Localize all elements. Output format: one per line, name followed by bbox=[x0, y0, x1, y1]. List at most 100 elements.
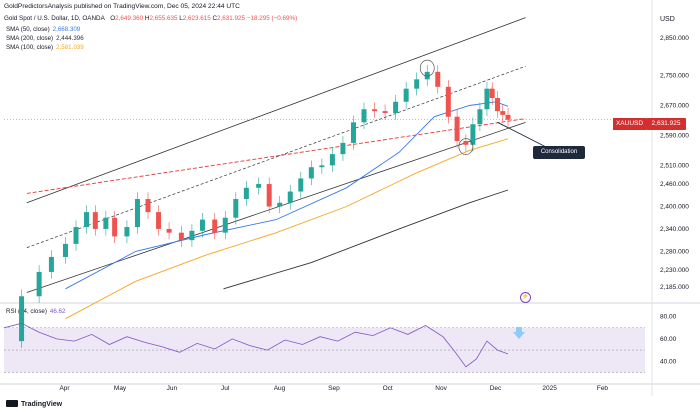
time-tick-label: Aug bbox=[274, 385, 286, 392]
candle-body bbox=[435, 71, 441, 87]
change-value: −18.295 (−0.69%) bbox=[246, 15, 298, 22]
candle-body bbox=[484, 88, 490, 110]
candle-body bbox=[266, 184, 272, 207]
sma200-legend[interactable]: SMA (200, close) 2,444.396 bbox=[6, 35, 84, 42]
candle-body bbox=[36, 271, 42, 297]
price-tick-label: 2,400.000 bbox=[660, 203, 689, 210]
candle-body bbox=[500, 111, 506, 115]
tv-icon bbox=[6, 400, 18, 407]
channel-lower-line bbox=[26, 121, 526, 293]
price-tick-label: 2,510.000 bbox=[660, 162, 689, 169]
candle-body bbox=[494, 98, 500, 112]
bottom-circle-marker bbox=[458, 138, 474, 155]
candle-body bbox=[463, 141, 469, 145]
down-arrow-icon bbox=[489, 86, 495, 96]
candle-body bbox=[212, 219, 218, 233]
sma100-legend[interactable]: SMA (100, close) 2,581.039 bbox=[6, 44, 84, 51]
candle-body bbox=[298, 178, 304, 192]
time-tick-label: Sep bbox=[328, 385, 340, 392]
ohlc-line: Gold Spot / U.S. Dollar, 1D, OANDA O2,64… bbox=[4, 15, 297, 22]
candle-body bbox=[145, 199, 151, 213]
candle-body bbox=[256, 184, 262, 188]
candle-body bbox=[372, 109, 378, 112]
candle-body bbox=[454, 116, 460, 142]
sma50-value: 2,668.309 bbox=[52, 26, 81, 33]
time-tick-label: 2025 bbox=[542, 385, 557, 392]
candle-body bbox=[199, 219, 205, 231]
brand-name: TradingView bbox=[21, 401, 63, 408]
time-tick-label: Oct bbox=[383, 385, 393, 392]
price-tick-label: 2,280.000 bbox=[660, 248, 689, 255]
rsi-label: RSI (14, close) bbox=[6, 308, 47, 315]
channel-mid-line bbox=[26, 65, 526, 248]
price-tick-label: 2,185.000 bbox=[660, 284, 689, 291]
price-tick-label: 2,670.000 bbox=[660, 103, 689, 110]
candle-body bbox=[103, 217, 109, 229]
candle-body bbox=[277, 202, 283, 207]
candle-body bbox=[73, 227, 79, 244]
candle-body bbox=[414, 79, 420, 89]
price-tick-label: 2,850.000 bbox=[660, 35, 689, 42]
low-label: L bbox=[179, 15, 183, 22]
candle-body bbox=[477, 109, 483, 125]
rsi-tick-label: 60.00 bbox=[660, 336, 677, 343]
candle-body bbox=[287, 191, 293, 203]
candle-body bbox=[62, 243, 68, 257]
candle-body bbox=[124, 227, 130, 237]
candle-body bbox=[84, 212, 90, 228]
sma50-legend[interactable]: SMA (50, close) 2,668.309 bbox=[6, 26, 80, 33]
time-tick-label: Jun bbox=[167, 385, 178, 392]
candle-body bbox=[393, 101, 399, 113]
tradingview-logo[interactable]: TradingView bbox=[6, 400, 62, 408]
publisher-line: GoldPredictorsAnalysis published on Trad… bbox=[4, 3, 240, 10]
time-tick-label: May bbox=[114, 385, 127, 392]
channel-upper-line bbox=[26, 17, 526, 204]
top-circle-marker bbox=[419, 59, 435, 77]
rsi-down-arrow-icon bbox=[513, 327, 525, 339]
rsi-tick-label: 40.00 bbox=[660, 358, 677, 365]
lightning-icon[interactable]: ⚡ bbox=[520, 292, 531, 303]
candle-body bbox=[112, 217, 118, 237]
close-value: 2,631.925 bbox=[217, 15, 246, 22]
candle-body bbox=[424, 71, 430, 80]
sma100-label: SMA (100, close) bbox=[6, 44, 54, 51]
sma200-value: 2,444.396 bbox=[56, 35, 84, 42]
price-tick-label: 2,590.000 bbox=[660, 132, 689, 139]
candle-body bbox=[189, 230, 195, 241]
candle-body bbox=[470, 124, 476, 145]
candle-body bbox=[243, 187, 249, 200]
candle-body bbox=[48, 256, 54, 272]
sma50-label: SMA (50, close) bbox=[6, 26, 50, 33]
candle-body bbox=[340, 142, 346, 155]
resistance-trendline bbox=[26, 118, 526, 194]
sma200-line bbox=[223, 189, 509, 290]
price-tick-label: 2,460.000 bbox=[660, 181, 689, 188]
rsi-tick-label: 80.00 bbox=[660, 314, 677, 321]
high-value: 2,655.635 bbox=[149, 15, 178, 22]
rsi-legend[interactable]: RSI (14, close) 46.62 bbox=[6, 308, 65, 315]
candle-body bbox=[403, 88, 409, 102]
consolidation-pointer bbox=[497, 121, 549, 149]
candle-body bbox=[445, 86, 451, 117]
time-tick-label: Apr bbox=[59, 385, 70, 392]
candle-body bbox=[19, 296, 25, 342]
sma50-line bbox=[65, 101, 509, 290]
candle-body bbox=[329, 154, 335, 166]
candle-body bbox=[361, 109, 367, 123]
open-label: O bbox=[110, 15, 116, 22]
rsi-value: 46.62 bbox=[49, 308, 66, 315]
time-tick-label: Dec bbox=[490, 385, 502, 392]
candle-body bbox=[166, 228, 172, 233]
instrument-name: Gold Spot / U.S. Dollar, 1D, OANDA bbox=[4, 15, 105, 22]
rsi-line bbox=[3, 322, 509, 368]
sma200-label: SMA (200, close) bbox=[6, 35, 54, 42]
symbol-tag: XAUUSD bbox=[613, 118, 646, 130]
close-label: C bbox=[212, 15, 218, 22]
consolidation-label: Consolidation bbox=[533, 146, 585, 159]
candle-body bbox=[505, 114, 511, 120]
candle-body bbox=[178, 232, 184, 241]
candle-body bbox=[233, 199, 239, 218]
candle-body bbox=[319, 165, 325, 168]
last-price-tag: 2,631.925 bbox=[646, 118, 686, 130]
